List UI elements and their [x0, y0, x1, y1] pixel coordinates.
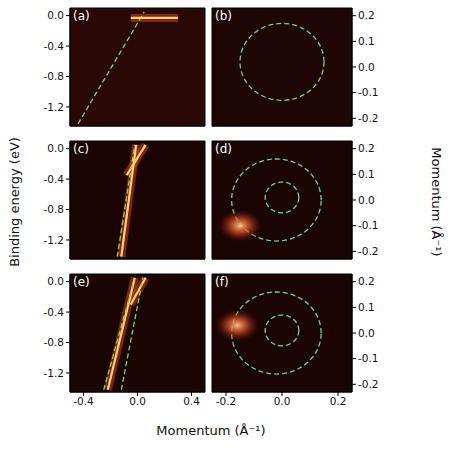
- svg-text:-0.1: -0.1: [358, 352, 379, 364]
- svg-text:0.2: 0.2: [358, 9, 375, 21]
- svg-text:0.2: 0.2: [330, 395, 347, 407]
- html-text:(a): (a): [73, 9, 90, 23]
- svg-text:0.0: 0.0: [358, 61, 375, 73]
- svg-text:-1.2: -1.2: [44, 234, 65, 246]
- html-text:(d): (d): [215, 142, 232, 156]
- svg-text:0.0: 0.0: [274, 395, 291, 407]
- svg-text:-0.2: -0.2: [216, 395, 237, 407]
- svg-text:-0.4: -0.4: [73, 395, 94, 407]
- svg-text:-0.8: -0.8: [44, 70, 65, 82]
- svg-text:-1.2: -1.2: [44, 367, 65, 379]
- svg-text:-1.2: -1.2: [44, 101, 65, 113]
- svg-text:0.2: 0.2: [358, 275, 375, 287]
- svg-text:0.0: 0.0: [47, 275, 64, 287]
- html-text:(b): (b): [215, 9, 232, 23]
- svg-text:-0.8: -0.8: [44, 336, 65, 348]
- svg-text:0.1: 0.1: [358, 168, 375, 180]
- svg-text:0.0: 0.0: [47, 142, 64, 154]
- svg-text:-0.4: -0.4: [44, 173, 65, 185]
- svg-text:-0.2: -0.2: [358, 112, 379, 124]
- html-text:Binding energy (eV): Binding energy (eV): [6, 137, 22, 267]
- svg-text:0.2: 0.2: [358, 142, 375, 154]
- html-text:(e): (e): [73, 275, 90, 289]
- svg-text:0.1: 0.1: [358, 35, 375, 47]
- svg-text:0.1: 0.1: [358, 301, 375, 313]
- svg-text:0.0: 0.0: [358, 327, 375, 339]
- svg-text:-0.2: -0.2: [358, 378, 379, 390]
- svg-text:-0.8: -0.8: [44, 203, 65, 215]
- svg-text:-0.1: -0.1: [358, 86, 379, 98]
- svg-text:-0.4: -0.4: [44, 40, 65, 52]
- svg-text:-0.1: -0.1: [358, 219, 379, 231]
- svg-text:0.0: 0.0: [129, 395, 146, 407]
- svg-text:-0.4: -0.4: [44, 306, 65, 318]
- svg-text:0.0: 0.0: [47, 9, 64, 21]
- html-text:(c): (c): [73, 142, 89, 156]
- svg-text:0.0: 0.0: [358, 194, 375, 206]
- svg-text:-0.2: -0.2: [358, 245, 379, 257]
- svg-text:0.4: 0.4: [183, 395, 200, 407]
- html-text:Momentum (Å⁻¹): Momentum (Å⁻¹): [428, 147, 444, 257]
- html-text:Momentum (Å⁻¹): Momentum (Å⁻¹): [156, 422, 266, 438]
- html-text:(f): (f): [215, 275, 229, 289]
